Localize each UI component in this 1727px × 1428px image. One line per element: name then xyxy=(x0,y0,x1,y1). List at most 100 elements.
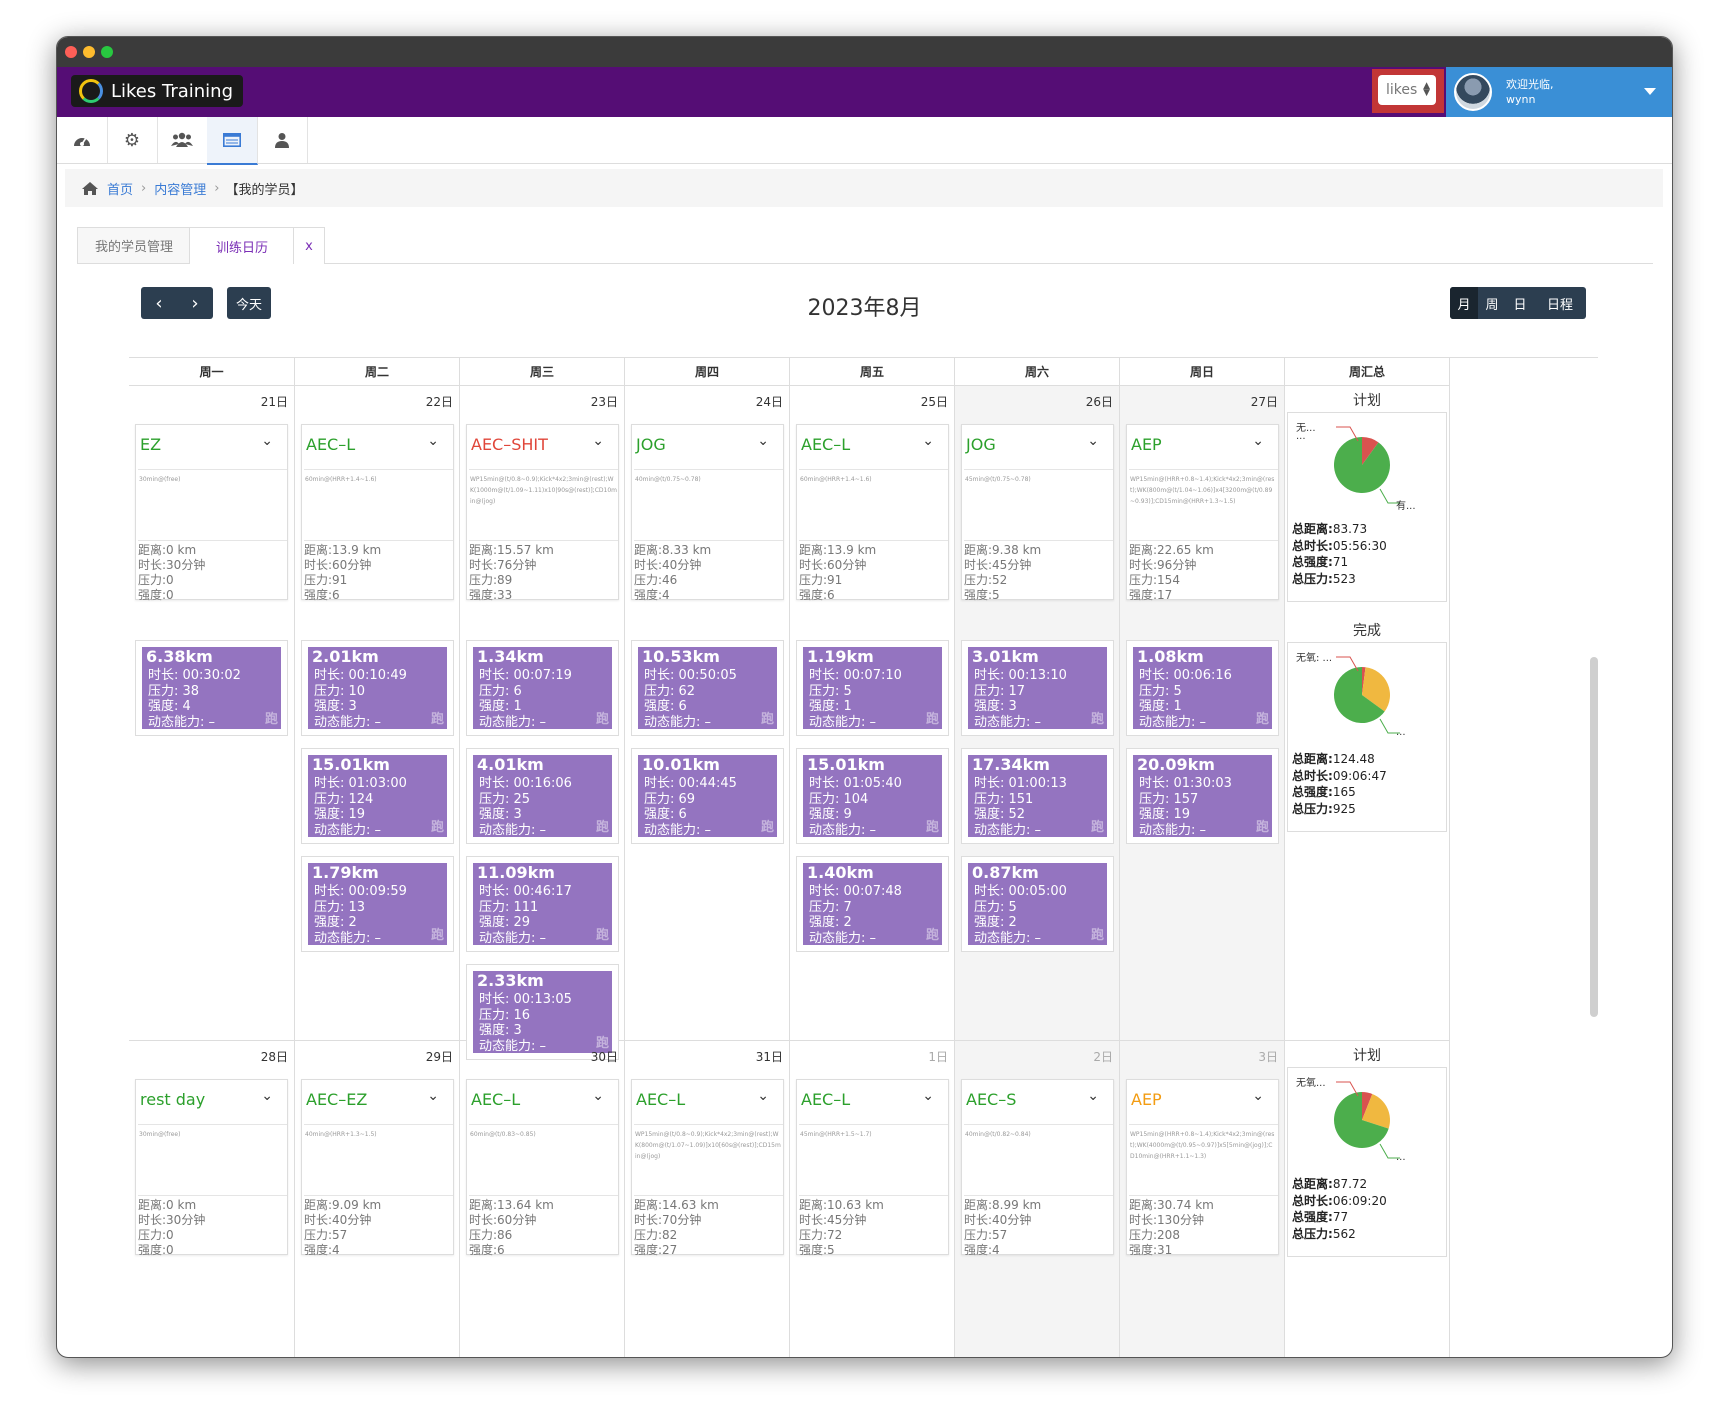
activity-card[interactable]: 4.01km 时长: 00:16:06 压力: 25 强度: 3 动态能力: – 跑 xyxy=(466,748,619,844)
minimize-window-button[interactable] xyxy=(83,46,95,58)
chevron-down-icon[interactable]: ⌄ xyxy=(922,433,934,449)
day-cell[interactable]: 29日 AEC–EZ ⌄ 40min@(HRR+1.3~1.5) 距离:9.09 km 时… xyxy=(295,1041,460,1357)
scrollbar[interactable] xyxy=(1590,657,1598,1017)
view-month-button[interactable]: 月 xyxy=(1450,287,1478,319)
today-button[interactable]: 今天 xyxy=(227,287,271,319)
chevron-down-icon[interactable]: ⌄ xyxy=(757,1088,769,1104)
planned-workout-card[interactable]: AEC–SHIT ⌄ WP15min@(t/0.8~0.9);Kick*4x2;3m… xyxy=(466,424,619,603)
planned-workout-card[interactable]: AEC–L ⌄ 60min@(HRR+1.4~1.6) 距离:13.9 km 时长:60… xyxy=(301,424,454,602)
activity-card[interactable]: 1.40km 时长: 00:07:48 压力: 7 强度: 2 动态能力: – 跑 xyxy=(796,856,949,952)
workout-stats: 距离:15.57 km 时长:76分钟 压力:89 强度:33 xyxy=(469,543,554,603)
close-tab-button[interactable]: x xyxy=(293,227,325,264)
day-cell[interactable]: 23日 AEC–SHIT ⌄ WP15min@(t/0.8~0.9);Kick*4x2… xyxy=(460,386,625,1060)
planned-workout-card[interactable]: AEC–EZ ⌄ 40min@(HRR+1.3~1.5) 距离:9.09 km 时长:4… xyxy=(301,1079,454,1257)
chevron-right-icon: › xyxy=(191,292,199,314)
planned-workout-card[interactable]: AEC–S ⌄ 40min@(t/0.82~0.84) 距离:8.99 km 时长:40… xyxy=(961,1079,1114,1257)
summary-title: 计划 xyxy=(1353,1048,1381,1064)
planned-workout-card[interactable]: AEP ⌄ WP15min@(HRR+0.8~1.4);Kick*4x2;3min@… xyxy=(1126,1079,1279,1257)
org-select[interactable]: likes ▲ ▼ xyxy=(1378,75,1436,105)
activity-card[interactable]: 1.19km 时长: 00:07:10 压力: 5 强度: 1 动态能力: – 跑 xyxy=(796,640,949,736)
brand-logo[interactable]: Likes Training xyxy=(71,75,244,107)
zoom-window-button[interactable] xyxy=(101,46,113,58)
activity-card[interactable]: 3.01km 时长: 00:13:10 压力: 17 强度: 3 动态能力: – 跑 xyxy=(961,640,1114,736)
activity-card[interactable]: 0.87km 时长: 00:05:00 压力: 5 强度: 2 动态能力: – 跑 xyxy=(961,856,1114,952)
activity-card[interactable]: 6.38km 时长: 00:30:02 压力: 38 强度: 4 动态能力: – 跑 xyxy=(135,640,288,736)
day-cell[interactable]: 27日 AEP ⌄ WP15min@(HRR+0.8~1.4);Kick*4x2;3m… xyxy=(1120,386,1285,1041)
day-cell[interactable]: 28日 rest day ⌄ 30min@(free) 距离:0 km 时长:30分钟 压力… xyxy=(129,1041,295,1357)
user-menu[interactable]: 欢迎光临, wynn xyxy=(1446,67,1672,117)
chevron-down-icon[interactable]: ⌄ xyxy=(757,433,769,449)
day-cell[interactable]: 22日 AEC–L ⌄ 60min@(HRR+1.4~1.6) 距离:13.9 km 时长… xyxy=(295,386,460,1041)
close-window-button[interactable] xyxy=(65,46,77,58)
activity-card[interactable]: 15.01km 时长: 01:05:40 压力: 104 强度: 9 动态能力: – 跑 xyxy=(796,748,949,844)
activity-card[interactable]: 10.01km 时长: 00:44:45 压力: 69 强度: 6 动态能力: – 跑 xyxy=(631,748,784,844)
activity-body: 2.01km 时长: 00:10:49 压力: 10 强度: 3 动态能力: – 跑 xyxy=(308,647,447,730)
prev-month-button[interactable]: ‹ xyxy=(141,287,177,319)
activity-body: 17.34km 时长: 01:00:13 压力: 151 强度: 52 动态能力: – 跑 xyxy=(968,755,1107,838)
brand-name: Likes Training xyxy=(111,80,234,102)
planned-workout-card[interactable]: JOG ⌄ 45min@(t/0.75~0.78) 距离:9.38 km 时长:45分钟… xyxy=(961,424,1114,602)
dashboard-button[interactable] xyxy=(57,117,108,163)
chevron-down-icon[interactable]: ⌄ xyxy=(427,433,439,449)
calendar-list-button[interactable] xyxy=(207,117,258,165)
pie-label: 无... xyxy=(1296,423,1316,434)
chevron-down-icon[interactable]: ⌄ xyxy=(592,433,604,449)
chevron-down-icon[interactable]: ⌄ xyxy=(427,1088,439,1104)
chevron-down-icon[interactable]: ⌄ xyxy=(261,1088,273,1104)
planned-workout-card[interactable]: rest day ⌄ 30min@(free) 距离:0 km 时长:30分钟 压力:0 强… xyxy=(135,1079,288,1257)
chevron-down-icon[interactable]: ⌄ xyxy=(1087,1088,1099,1104)
activity-card[interactable]: 20.09km 时长: 01:30:03 压力: 157 强度: 19 动态能力: – 跑 xyxy=(1126,748,1279,844)
summary-stat-row: 总时长:05:56:30 xyxy=(1292,538,1387,555)
view-day-button[interactable]: 日 xyxy=(1513,297,1527,313)
tab-training-calendar[interactable]: 训练日历 xyxy=(189,227,295,264)
activity-metrics: 时长: 00:09:59 压力: 13 强度: 2 动态能力: – xyxy=(314,884,407,946)
pie-slice-mixed xyxy=(1362,667,1390,712)
group-button[interactable] xyxy=(157,117,208,163)
day-cell[interactable]: 21日 EZ ⌄ 30min@(free) 距离:0 km 时长:30分钟 压力:0 强度:0… xyxy=(129,386,295,1041)
activity-card[interactable]: 2.01km 时长: 00:10:49 压力: 10 强度: 3 动态能力: – 跑 xyxy=(301,640,454,736)
planned-workout-card[interactable]: AEC–L ⌄ 60min@(t/0.83~0.85) 距离:13.64 km 时长:6… xyxy=(466,1079,619,1257)
day-cell[interactable]: 25日 AEC–L ⌄ 60min@(HRR+1.4~1.6) 距离:13.9 km 时长… xyxy=(790,386,955,1041)
activity-card[interactable]: 10.53km 时长: 00:50:05 压力: 62 强度: 6 动态能力: – 跑 xyxy=(631,640,784,736)
day-cell[interactable]: 26日 JOG ⌄ 45min@(t/0.75~0.78) 距离:9.38 km 时长:4… xyxy=(955,386,1120,1041)
activity-distance: 15.01km xyxy=(312,755,390,774)
next-month-button[interactable]: › xyxy=(177,287,213,319)
activity-metric-row: 动态能力: – xyxy=(644,714,712,730)
workout-title: AEC–S xyxy=(966,1090,1017,1109)
day-cell[interactable]: 1日 AEC–L ⌄ 45min@(HRR+1.5~1.7) 距离:10.63 km 时长… xyxy=(790,1041,955,1357)
view-week-button[interactable]: 周 xyxy=(1485,297,1499,313)
run-type-badge: 跑 xyxy=(760,820,774,835)
tab-student-management[interactable]: 我的学员管理 xyxy=(77,227,191,263)
day-cell[interactable]: 24日 JOG ⌄ 40min@(t/0.75~0.78) 距离:8.33 km 时长:4… xyxy=(625,386,790,1041)
activity-card[interactable]: 17.34km 时长: 01:00:13 压力: 151 强度: 52 动态能力: – 跑 xyxy=(961,748,1114,844)
day-cell[interactable]: 3日 AEP ⌄ WP15min@(HRR+0.8~1.4);Kick*4x2;3mi… xyxy=(1120,1041,1285,1357)
profile-button[interactable] xyxy=(257,117,308,163)
chevron-down-icon[interactable]: ⌄ xyxy=(1252,433,1264,449)
planned-workout-card[interactable]: AEC–L ⌄ 45min@(HRR+1.5~1.7) 距离:10.63 km 时长:4… xyxy=(796,1079,949,1257)
chevron-down-icon[interactable]: ⌄ xyxy=(1252,1088,1264,1104)
planned-workout-card[interactable]: AEC–L ⌄ 60min@(HRR+1.4~1.6) 距离:13.9 km 时长:60… xyxy=(796,424,949,602)
activity-card[interactable]: 1.34km 时长: 00:07:19 压力: 6 强度: 1 动态能力: – 跑 xyxy=(466,640,619,736)
planned-workout-card[interactable]: AEC–L ⌄ WP15min@(t/0.8~0.9);Kick*4x2;3min@… xyxy=(631,1079,784,1257)
activity-card[interactable]: 11.09km 时长: 00:46:17 压力: 111 强度: 29 动态能力: – 跑 xyxy=(466,856,619,952)
chevron-down-icon[interactable]: ⌄ xyxy=(922,1088,934,1104)
activity-card[interactable]: 2.33km 时长: 00:13:05 压力: 16 强度: 3 动态能力: – 跑 xyxy=(466,964,619,1060)
activity-card[interactable]: 1.08km 时长: 00:06:16 压力: 5 强度: 1 动态能力: – 跑 xyxy=(1126,640,1279,736)
breadcrumb-section-link[interactable]: 内容管理 xyxy=(154,182,207,198)
day-cell[interactable]: 31日 AEC–L ⌄ WP15min@(t/0.8~0.9);Kick*4x2;3m… xyxy=(625,1041,790,1357)
planned-workout-card[interactable]: EZ ⌄ 30min@(free) 距离:0 km 时长:30分钟 压力:0 强度:0 xyxy=(135,424,288,602)
chevron-down-icon[interactable]: ⌄ xyxy=(592,1088,604,1104)
chevron-down-icon[interactable]: ⌄ xyxy=(261,433,273,449)
view-agenda-button[interactable]: 日程 xyxy=(1546,297,1573,313)
planned-workout-card[interactable]: JOG ⌄ 40min@(t/0.75~0.78) 距离:8.33 km 时长:40分钟… xyxy=(631,424,784,602)
day-cell[interactable]: 30日 AEC–L ⌄ 60min@(t/0.83~0.85) 距离:13.64 km 时… xyxy=(460,1041,625,1357)
activity-card[interactable]: 1.79km 时长: 00:09:59 压力: 13 强度: 2 动态能力: – 跑 xyxy=(301,856,454,952)
workout-stat-row: 强度:4 xyxy=(634,588,670,602)
chevron-down-icon[interactable]: ⌄ xyxy=(1087,433,1099,449)
planned-workout-card[interactable]: AEP ⌄ WP15min@(HRR+0.8~1.4);Kick*4x2;3min@… xyxy=(1126,424,1279,602)
breadcrumb-home-link[interactable]: 首页 xyxy=(107,182,134,198)
settings-button[interactable]: ⚙ xyxy=(107,117,158,163)
day-cell[interactable]: 2日 AEC–S ⌄ 40min@(t/0.82~0.84) 距离:8.99 km 时长:… xyxy=(955,1041,1120,1357)
activity-card[interactable]: 15.01km 时长: 01:03:00 压力: 124 强度: 19 动态能力: – 跑 xyxy=(301,748,454,844)
activity-metric-row: 强度: 52 xyxy=(974,807,1026,822)
